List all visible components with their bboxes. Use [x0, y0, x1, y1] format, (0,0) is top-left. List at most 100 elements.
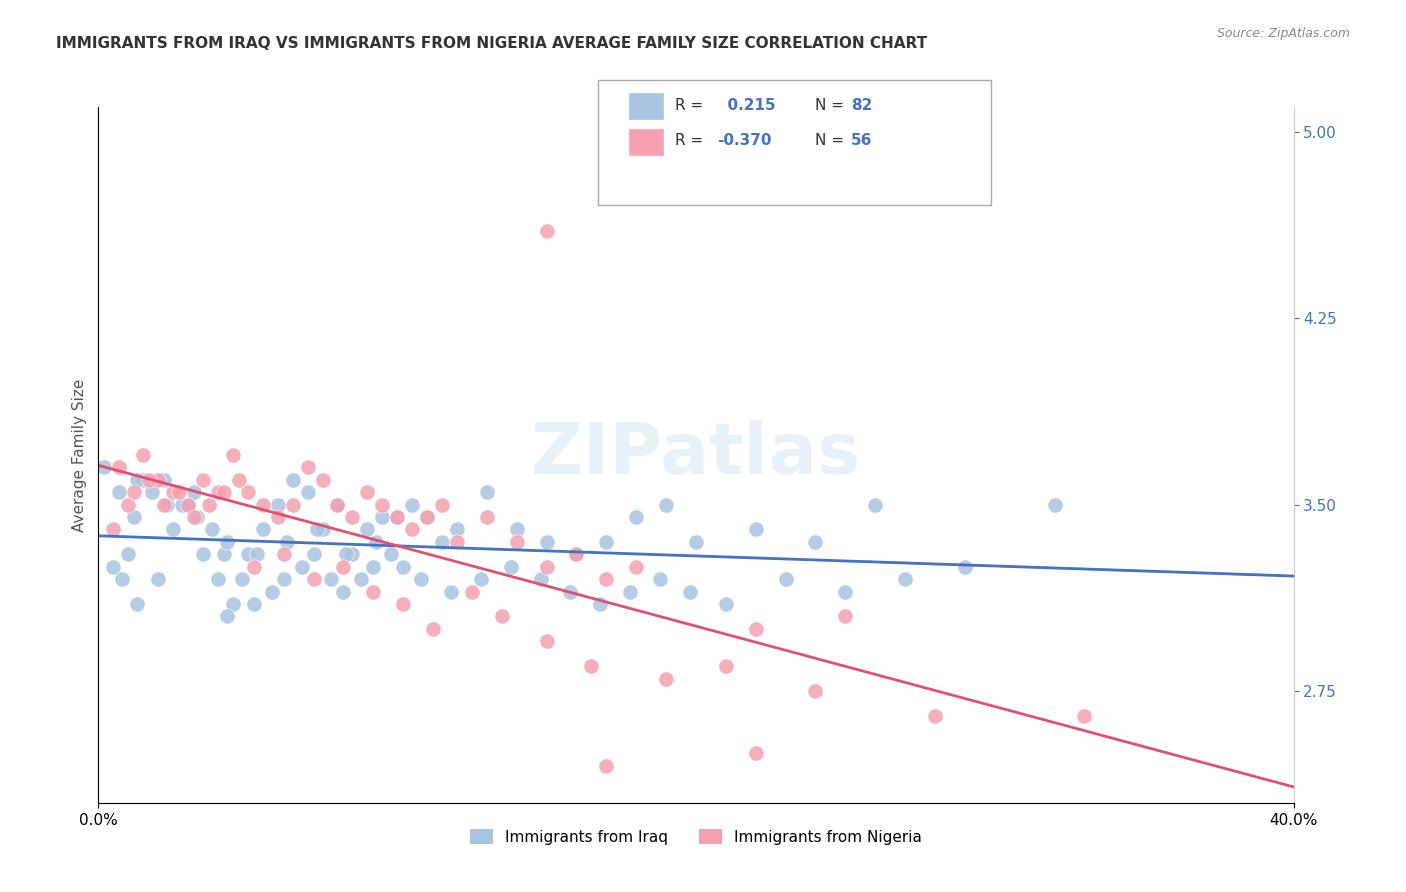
- Point: [212, 485, 235, 500]
- Point: [172, 498, 194, 512]
- Text: -0.370: -0.370: [717, 134, 772, 148]
- Point: [148, 572, 170, 586]
- Point: [162, 523, 184, 537]
- Point: [222, 597, 245, 611]
- Point: [302, 572, 325, 586]
- Point: [371, 498, 394, 512]
- Point: [1073, 709, 1095, 723]
- Point: [745, 622, 768, 636]
- Point: [117, 547, 139, 561]
- Point: [924, 709, 946, 723]
- Point: [953, 559, 976, 574]
- Point: [186, 510, 208, 524]
- Point: [267, 510, 290, 524]
- Point: [276, 534, 298, 549]
- Point: [536, 224, 558, 238]
- Point: [865, 498, 887, 512]
- Point: [207, 572, 229, 586]
- Point: [207, 485, 229, 500]
- Text: 0.215: 0.215: [717, 98, 776, 112]
- Point: [111, 572, 134, 586]
- Point: [714, 659, 737, 673]
- Point: [302, 547, 325, 561]
- Point: [332, 559, 354, 574]
- Point: [103, 559, 125, 574]
- Point: [536, 634, 558, 648]
- Point: [475, 510, 498, 524]
- Point: [243, 559, 266, 574]
- Point: [246, 547, 269, 561]
- Point: [321, 572, 343, 586]
- Point: [132, 473, 155, 487]
- Point: [252, 523, 274, 537]
- Point: [655, 498, 678, 512]
- Point: [215, 609, 238, 624]
- Point: [305, 523, 328, 537]
- Point: [222, 448, 245, 462]
- Point: [363, 584, 385, 599]
- Point: [252, 498, 274, 512]
- Text: Source: ZipAtlas.com: Source: ZipAtlas.com: [1216, 27, 1350, 40]
- Point: [894, 572, 917, 586]
- Point: [177, 498, 200, 512]
- Point: [273, 572, 295, 586]
- Point: [1043, 498, 1066, 512]
- Point: [536, 559, 558, 574]
- Point: [177, 498, 200, 512]
- Point: [108, 460, 131, 475]
- Point: [215, 534, 238, 549]
- Point: [506, 534, 529, 549]
- Point: [228, 473, 250, 487]
- Point: [506, 523, 529, 537]
- Point: [191, 473, 214, 487]
- Point: [153, 473, 176, 487]
- Text: N =: N =: [815, 134, 849, 148]
- Point: [335, 547, 357, 561]
- Point: [530, 572, 553, 586]
- Point: [565, 547, 588, 561]
- Point: [243, 597, 266, 611]
- Point: [198, 498, 221, 512]
- Point: [371, 510, 394, 524]
- Point: [183, 485, 205, 500]
- Point: [124, 485, 146, 500]
- Point: [273, 547, 295, 561]
- Point: [342, 510, 364, 524]
- Point: [804, 534, 827, 549]
- Point: [342, 547, 364, 561]
- Point: [267, 498, 290, 512]
- Point: [281, 498, 304, 512]
- Legend: Immigrants from Iraq, Immigrants from Nigeria: Immigrants from Iraq, Immigrants from Ni…: [464, 822, 928, 851]
- Point: [685, 534, 707, 549]
- Point: [141, 485, 163, 500]
- Point: [401, 523, 423, 537]
- Point: [297, 460, 319, 475]
- Point: [804, 684, 827, 698]
- Point: [655, 672, 678, 686]
- Point: [401, 498, 423, 512]
- Point: [834, 609, 856, 624]
- Point: [148, 473, 170, 487]
- Point: [430, 498, 453, 512]
- Point: [565, 547, 588, 561]
- Text: R =: R =: [675, 134, 703, 148]
- Point: [127, 597, 149, 611]
- Point: [385, 510, 409, 524]
- Text: R =: R =: [675, 98, 703, 112]
- Point: [212, 547, 235, 561]
- Point: [560, 584, 582, 599]
- Point: [475, 485, 498, 500]
- Point: [132, 448, 155, 462]
- Point: [162, 485, 184, 500]
- Point: [385, 510, 409, 524]
- Point: [834, 584, 856, 599]
- Point: [93, 460, 115, 475]
- Point: [714, 597, 737, 611]
- Point: [311, 473, 333, 487]
- Point: [392, 597, 415, 611]
- Point: [236, 547, 259, 561]
- Text: N =: N =: [815, 98, 849, 112]
- Point: [281, 473, 304, 487]
- Point: [236, 485, 259, 500]
- Point: [491, 609, 513, 624]
